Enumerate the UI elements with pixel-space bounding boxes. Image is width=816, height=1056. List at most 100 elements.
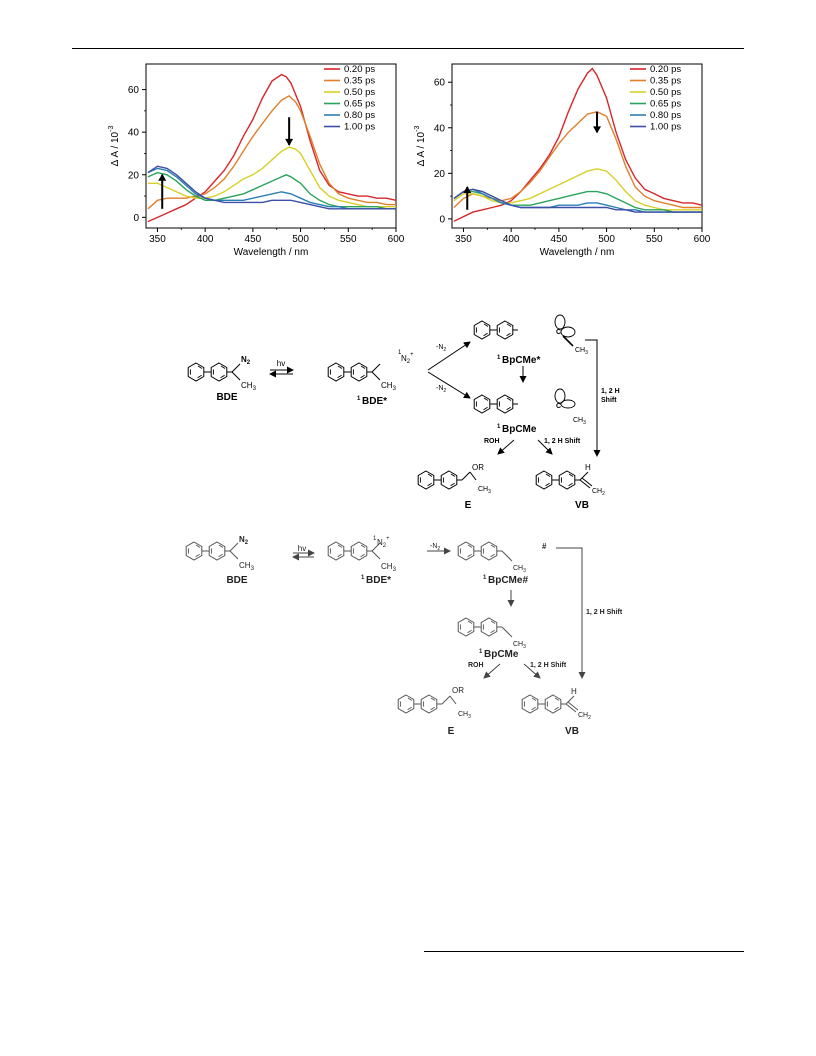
svg-text:C: C: [556, 403, 561, 410]
label-vb: VB: [575, 500, 589, 511]
svg-text:1: 1: [497, 355, 501, 361]
legend-label: 0.65 ps: [344, 99, 375, 110]
svg-text:#: #: [542, 542, 547, 551]
svg-text:1: 1: [357, 396, 361, 402]
x-axis-label: Wavelength / nm: [234, 247, 309, 258]
x-tick-label: 550: [646, 234, 663, 245]
header-rule: [72, 48, 744, 49]
transient-absorption-chart-left: 350 400 450 500 550 600 0 20 40 60 Wavelength / nm…: [108, 63, 405, 258]
svg-text:ROH: ROH: [484, 438, 500, 445]
legend-label: 0.35 ps: [344, 76, 375, 87]
svg-text:CH2: CH2: [592, 488, 605, 497]
label-bpcme-hash: BpCMe#: [488, 575, 528, 586]
svg-text:CH3: CH3: [381, 381, 397, 392]
legend-label: 0.65 ps: [650, 99, 681, 110]
label-e: E: [465, 500, 472, 511]
y-tick-label: 20: [128, 170, 140, 181]
molecule-bde-excited-2: 1 N2+ CH3 1 BDE*: [328, 536, 397, 586]
legend-label: 1.00 ps: [650, 122, 681, 133]
y-axis-label: Δ A / 10-3: [414, 126, 427, 167]
svg-text:1: 1: [483, 575, 487, 581]
svg-text:C: C: [556, 329, 561, 336]
label-bde: BDE: [216, 392, 237, 403]
svg-text:CH3: CH3: [381, 562, 397, 573]
svg-text:N2: N2: [241, 355, 251, 366]
svg-text:CH2: CH2: [578, 712, 591, 721]
svg-text:N2+: N2+: [401, 352, 414, 365]
svg-text:1: 1: [398, 350, 402, 356]
plot-frame: [145, 63, 397, 229]
label-bde-star-2: BDE*: [366, 575, 391, 586]
y-tick-label: 60: [434, 78, 446, 89]
y-tick-label: 20: [434, 169, 446, 180]
x-axis-label: Wavelength / nm: [540, 247, 615, 258]
label-bde-2: BDE: [226, 575, 247, 586]
svg-text:1: 1: [479, 649, 483, 655]
y-tick-label: 0: [439, 214, 445, 225]
series-line-0-50-ps: [147, 146, 396, 208]
series-line-0-50-ps: [453, 168, 702, 211]
svg-text:-N2: -N2: [436, 385, 446, 394]
x-tick-label: 450: [245, 234, 262, 245]
series-line-0-65-ps: [453, 190, 702, 213]
label-e-2: E: [448, 726, 455, 737]
trend-arrow-head: [158, 173, 167, 181]
svg-text:ROH: ROH: [468, 662, 484, 669]
svg-text:CH3: CH3: [513, 641, 526, 650]
molecule-bde-2: N2 CH3 BDE: [186, 535, 255, 586]
legend-label: 0.50 ps: [344, 87, 375, 98]
x-tick-label: 350: [455, 234, 472, 245]
trend-arrow-head: [593, 126, 602, 134]
label-bpcme-2: BpCMe: [484, 649, 519, 660]
svg-text:CH3: CH3: [513, 565, 526, 574]
y-tick-label: 60: [128, 85, 140, 96]
svg-text:OR: OR: [452, 686, 464, 695]
series-line-0-20-ps: [147, 73, 397, 223]
svg-text:CH3: CH3: [575, 347, 588, 356]
legend-label: 0.80 ps: [650, 110, 681, 121]
molecule-bpcme-2: CH3 1 BpCMe: [458, 618, 526, 660]
x-tick-label: 400: [503, 234, 520, 245]
legend-label: 0.80 ps: [344, 110, 375, 121]
label-bpcme: BpCMe: [502, 424, 537, 435]
transient-absorption-chart-right: 350 400 450 500 550 600 0 20 40 60 Wavelength / nm…: [414, 63, 711, 258]
trend-arrow-head: [463, 186, 472, 193]
y-tick-label: 0: [133, 213, 139, 224]
label-vb-2: VB: [565, 726, 579, 737]
legend-label: 1.00 ps: [344, 122, 375, 133]
svg-text:CH3: CH3: [239, 561, 255, 572]
footnote-rule: [424, 951, 744, 952]
series-line-0-20-ps: [453, 67, 703, 222]
svg-text:-N2: -N2: [436, 344, 446, 353]
molecule-bde: N2 CH3 BDE: [188, 355, 257, 403]
svg-text:1: 1: [373, 536, 377, 542]
x-tick-label: 500: [598, 234, 615, 245]
svg-text:1, 2 H Shift: 1, 2 H Shift: [530, 662, 567, 669]
svg-text:1: 1: [361, 575, 365, 581]
series-line-1-00-ps: [453, 188, 702, 213]
y-tick-label: 40: [128, 128, 140, 139]
x-tick-label: 600: [388, 234, 405, 245]
svg-text:N2: N2: [239, 535, 249, 546]
svg-text:1, 2 H: 1, 2 H: [601, 388, 620, 395]
x-tick-label: 350: [149, 234, 166, 245]
x-tick-label: 600: [694, 234, 711, 245]
molecule-vinylbiphenyl-vb: H CH2 VB: [536, 463, 605, 511]
molecule-bpcme-hash: CH3 # 1 BpCMe#: [458, 542, 547, 586]
svg-text:CH3: CH3: [478, 486, 491, 495]
series-line-0-65-ps: [147, 171, 396, 210]
x-tick-label: 400: [197, 234, 214, 245]
molecule-bpcme-star: C CH3 1 BpCMe*: [474, 314, 588, 366]
svg-text:CH3: CH3: [458, 711, 471, 720]
svg-text:hv: hv: [277, 359, 285, 368]
hv-equilibrium-arrows-2: hv: [292, 544, 315, 561]
x-tick-label: 500: [292, 234, 309, 245]
svg-text:1, 2 H Shift: 1, 2 H Shift: [544, 438, 581, 445]
molecule-ether-e: OR CH3 E: [418, 463, 491, 511]
svg-text:hv: hv: [298, 544, 306, 553]
svg-text:H: H: [585, 463, 591, 472]
molecule-vinylbiphenyl-vb-2: H CH2 VB: [522, 687, 591, 737]
legend-label: 0.35 ps: [650, 76, 681, 87]
molecule-bpcme: C CH3 1 BpCMe: [474, 388, 586, 435]
svg-text:-N2: -N2: [430, 543, 440, 552]
